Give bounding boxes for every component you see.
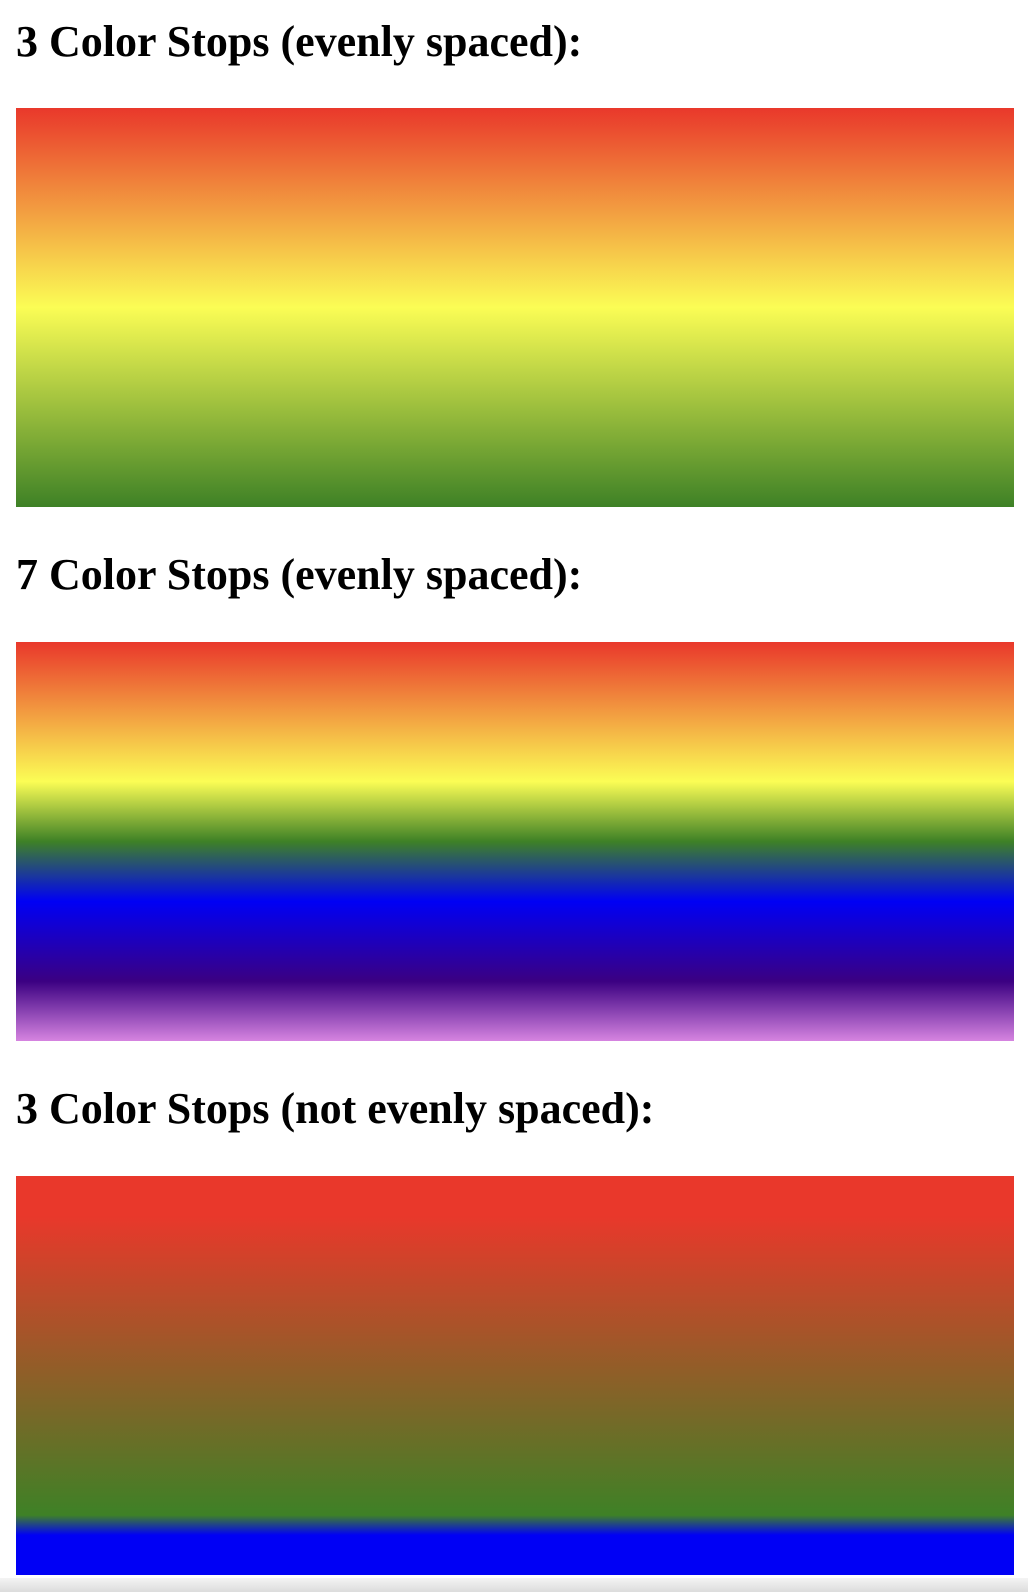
heading-3-stops-uneven: 3 Color Stops (not evenly spaced): xyxy=(16,1084,655,1133)
gradient-3-stops-uneven xyxy=(16,1176,1014,1575)
heading-3-stops-even: 3 Color Stops (evenly spaced): xyxy=(16,17,583,66)
window-bottom-edge xyxy=(0,1578,1028,1592)
heading-7-stops-even: 7 Color Stops (evenly spaced): xyxy=(16,550,583,599)
gradient-3-stops-even xyxy=(16,108,1014,507)
gradient-7-stops-even xyxy=(16,642,1014,1041)
